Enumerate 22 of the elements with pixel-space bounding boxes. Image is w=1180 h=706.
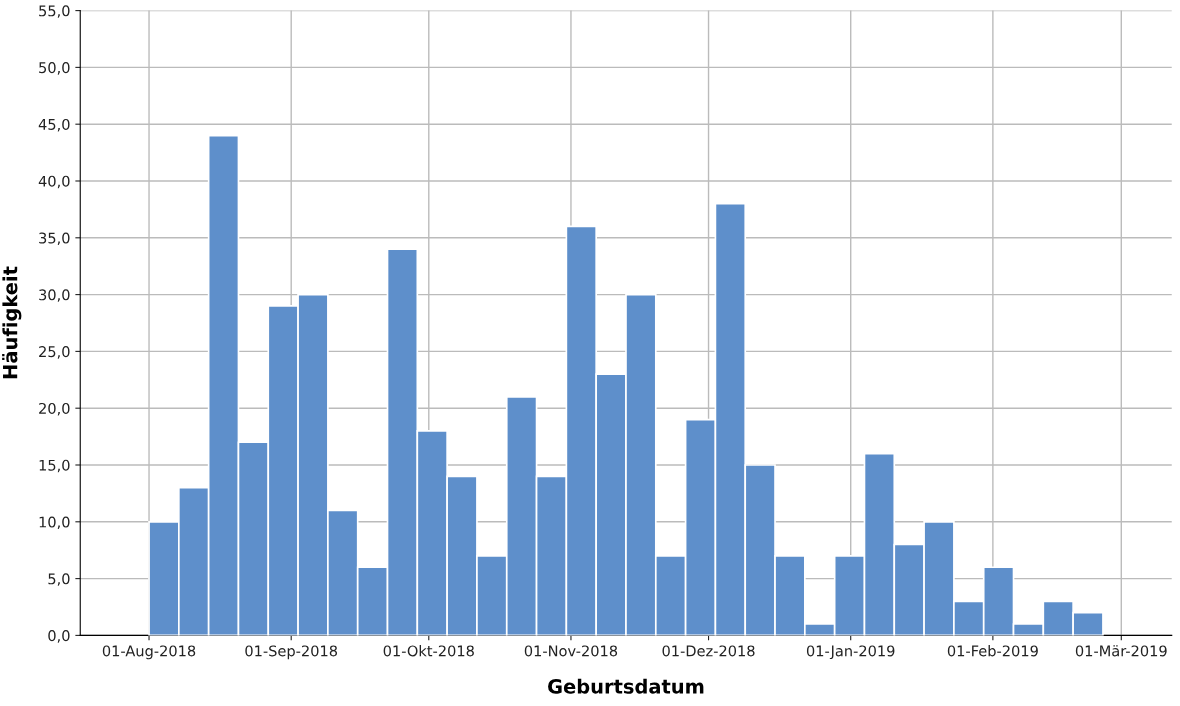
y-tick-label: 10,0: [39, 516, 70, 530]
x-tick-label: 01-Mär-2019: [1075, 645, 1167, 657]
y-tick-label: 5,0: [48, 573, 70, 586]
x-tick-label: 01-Sep-2018: [245, 645, 338, 660]
y-tick-label: 55,0: [39, 5, 70, 18]
x-tick-label: 01-Feb-2019: [947, 645, 1038, 657]
y-tick-label: 30,0: [39, 289, 70, 302]
y-tick-label: 0,0: [48, 630, 70, 643]
x-tick-label: 01-Okt-2018: [383, 645, 474, 657]
y-tick-label: 50,0: [39, 62, 70, 75]
x-tick-label: 01-Jan-2019: [806, 645, 895, 660]
y-tick-label: 40,0: [38, 175, 70, 189]
y-tick-label: 35,0: [39, 232, 70, 246]
y-tick-label: 25,0: [39, 346, 70, 359]
x-tick-label: 01-Dez-2018: [662, 645, 755, 657]
y-tick-label: 45,0: [38, 118, 70, 132]
y-tick-label: 20,0: [39, 402, 70, 416]
x-axis-title: Geburtsdatum: [548, 678, 704, 694]
x-tick-label: 01-Aug-2018: [102, 645, 196, 660]
y-axis-title: Häufigkeit: [2, 266, 22, 379]
x-tick-label: 01-Nov-2018: [524, 645, 618, 657]
y-tick-label: 15,0: [39, 459, 70, 473]
